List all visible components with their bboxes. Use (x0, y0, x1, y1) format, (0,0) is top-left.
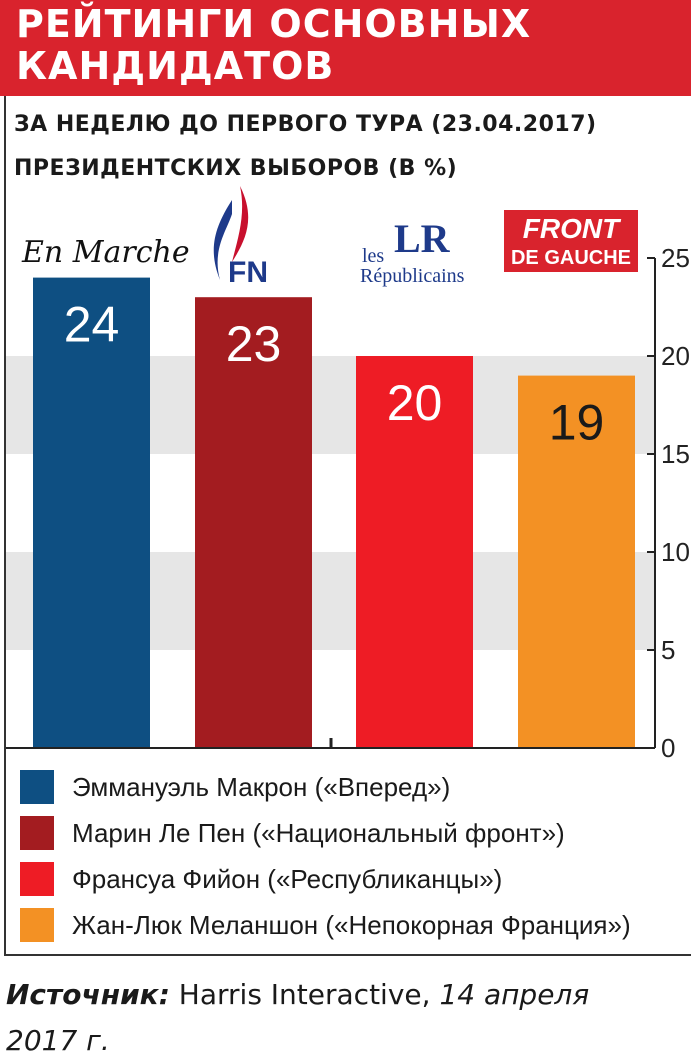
y-tick-label-25: 25 (661, 243, 690, 273)
bar-melenchon (518, 375, 635, 748)
legend-label-lepen: Марин Ле Пен («Национальный фронт») (72, 817, 565, 848)
y-tick-label-5: 5 (661, 635, 675, 665)
bar-macron-value-label: 24 (64, 297, 120, 353)
legend-swatch-macron (20, 770, 54, 804)
fdg-logo-bg (504, 210, 638, 272)
front-de-gauche-logo: FRONT DE GAUCHE (504, 210, 638, 272)
fn-flame-red (232, 186, 249, 262)
source-text: Harris Interactive, (169, 978, 440, 1011)
bar-fillon (356, 356, 473, 748)
bar-fillon-value-label: 20 (387, 375, 443, 431)
title-line-2: КАНДИДАТОВ (16, 44, 335, 88)
bars (33, 277, 635, 748)
y-tick-label-10: 10 (661, 537, 690, 567)
lr-logo-big: LR (394, 216, 451, 261)
en-marche-logo: En Marche (21, 235, 190, 270)
subtitle-line-2: ПРЕЗИДЕНТСКИХ ВЫБОРОВ (В %) (14, 156, 458, 181)
bar-value-labels: 24 23 20 19 (64, 297, 605, 451)
legend-item-macron: Эммануэль Макрон («Вперед») (20, 770, 450, 804)
legend-swatch-melenchon (20, 908, 54, 942)
legend-swatch-fillon (20, 862, 54, 896)
bar-chart: 24 23 20 19 0 5 10 15 20 25 En Marche FN les LR … (6, 186, 690, 760)
source-date: 14 апреля (439, 978, 590, 1011)
source-line-2: 2017 г. (6, 1024, 110, 1057)
bar-lepen (195, 297, 312, 748)
title-bar: РЕЙТИНГИ ОСНОВНЫХ КАНДИДАТОВ (0, 0, 691, 96)
fn-logo: FN (213, 186, 268, 289)
y-tick-label-20: 20 (661, 341, 690, 371)
legend-swatch-lepen (20, 816, 54, 850)
fdg-logo-bottom: DE GAUCHE (511, 247, 631, 269)
title-line-1: РЕЙТИНГИ ОСНОВНЫХ (16, 2, 532, 46)
legend-item-melenchon: Жан-Люк Меланшон («Непокорная Франция») (20, 908, 631, 942)
lr-logo-small: les (362, 245, 384, 267)
legend-label-macron: Эммануэль Макрон («Вперед») (72, 771, 451, 802)
legend-item-fillon: Франсуа Фийон («Республиканцы») (20, 862, 502, 896)
les-republicains-logo: les LR Républicains (360, 216, 465, 287)
source-line: Источник: Harris Interactive, 14 апреля (6, 978, 589, 1011)
legend-item-lepen: Марин Ле Пен («Национальный фронт») (20, 816, 565, 850)
subtitle-line-1: ЗА НЕДЕЛЮ ДО ПЕРВОГО ТУРА (23.04.2017) (14, 112, 597, 137)
legend-label-melenchon: Жан-Люк Меланшон («Непокорная Франция») (72, 909, 631, 940)
bar-lepen-value-label: 23 (226, 316, 282, 372)
bar-macron (33, 277, 150, 748)
y-tick-label-15: 15 (661, 439, 690, 469)
fn-flame-blue (213, 200, 232, 280)
legend-label-fillon: Франсуа Фийон («Республиканцы») (72, 863, 503, 894)
source-label: Источник: (6, 978, 170, 1011)
fdg-logo-top: FRONT (523, 213, 622, 244)
y-axis: 0 5 10 15 20 25 (6, 243, 690, 760)
en-marche-logo-text: En Marche (21, 235, 190, 270)
lr-logo-name: Républicains (360, 265, 465, 287)
fn-logo-text: FN (228, 256, 268, 289)
chart-panel (4, 96, 691, 956)
bar-melenchon-value-label: 19 (549, 395, 605, 451)
y-tick-label-0: 0 (661, 733, 675, 760)
